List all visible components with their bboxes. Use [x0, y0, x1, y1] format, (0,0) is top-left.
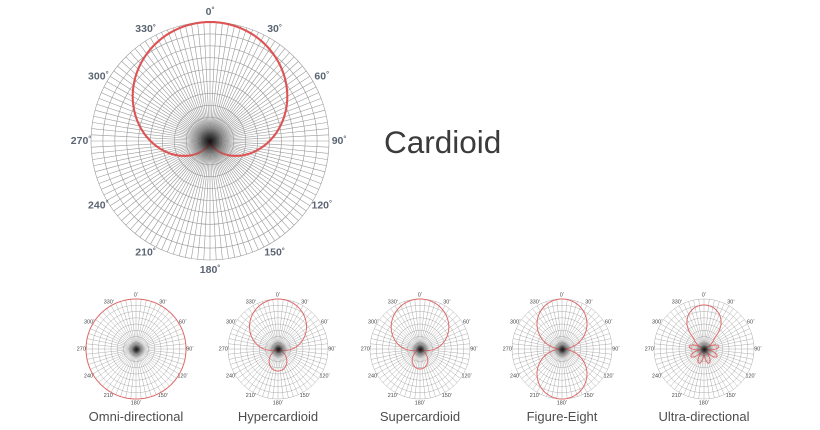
svg-text:330°: 330° [135, 22, 156, 35]
svg-text:270°: 270° [71, 134, 92, 147]
svg-text:120°: 120° [311, 199, 332, 212]
svg-text:180°: 180° [200, 263, 221, 276]
svg-text:150°: 150° [264, 246, 285, 259]
svg-text:240°: 240° [88, 199, 109, 212]
svg-text:210°: 210° [135, 246, 156, 259]
svg-text:300°: 300° [88, 70, 109, 83]
